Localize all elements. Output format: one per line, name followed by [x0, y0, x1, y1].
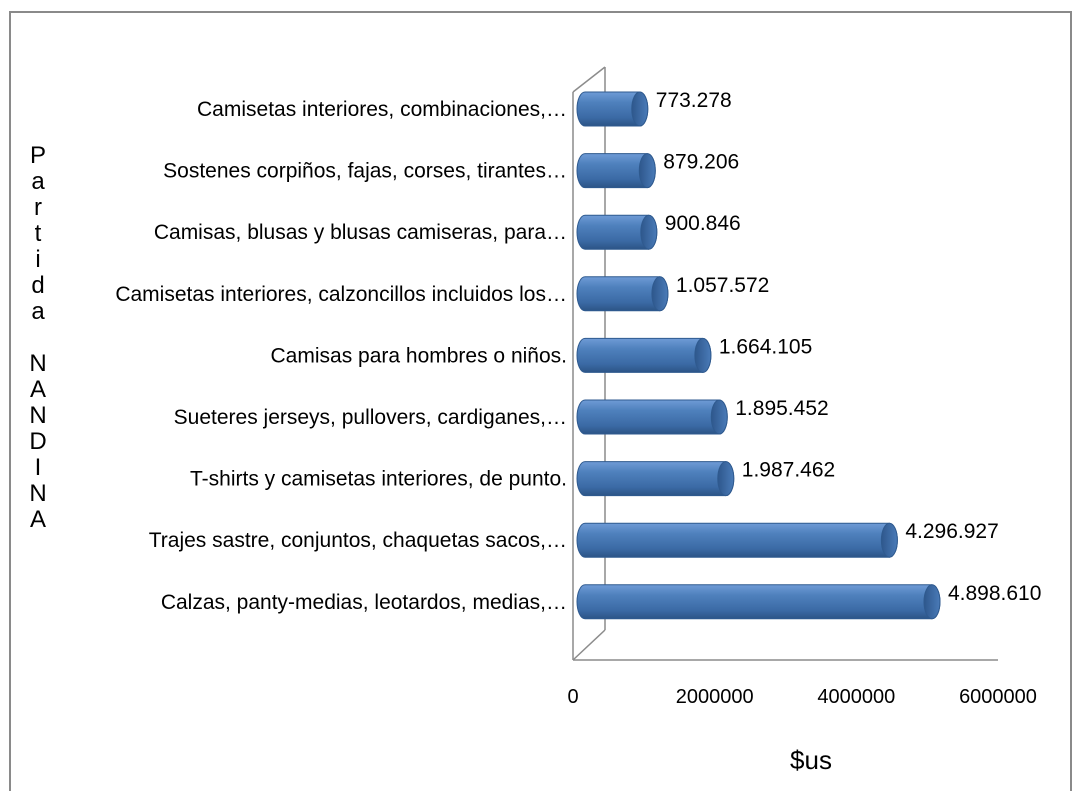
- bar-cap: [640, 214, 658, 250]
- bar-cap: [710, 399, 728, 435]
- bar-cap: [717, 461, 735, 497]
- category-label: T-shirts y camisetas interiores, de punt…: [190, 468, 567, 491]
- y-axis-title-char: P: [30, 142, 46, 169]
- y-axis-title-char: A: [30, 376, 46, 403]
- category-label: Camisas para hombres o niños.: [271, 344, 567, 367]
- category-label: Camisetas interiores, calzoncillos inclu…: [115, 283, 567, 306]
- bar-cap: [880, 522, 898, 558]
- bar-body: [576, 584, 941, 620]
- data-label: 1.057.572: [676, 274, 769, 297]
- data-label: 4.296.927: [905, 520, 998, 543]
- bar: [576, 399, 728, 435]
- x-axis-title: $us: [790, 745, 832, 775]
- data-label: 1.664.105: [719, 335, 812, 358]
- y-axis-title-char: d: [31, 272, 44, 299]
- data-label: 1.987.462: [742, 459, 835, 482]
- bar-body: [576, 461, 735, 497]
- y-axis-title-char: a: [31, 298, 45, 325]
- back-wall-edge-top: [572, 66, 606, 93]
- x-tick-label: 0: [567, 686, 578, 708]
- y-axis-title-char: r: [34, 194, 42, 221]
- axes: 0 2000000 4000000 6000000: [567, 66, 1037, 708]
- bar: [576, 337, 712, 373]
- bar-cap: [694, 337, 712, 373]
- bar: [576, 214, 658, 250]
- data-label: 900.846: [665, 212, 741, 235]
- y-axis-title-char: i: [35, 246, 40, 273]
- y-axis-title-char: N: [29, 480, 46, 507]
- category-label: Camisetas interiores, combinaciones,…: [197, 98, 567, 121]
- data-label: 4.898.610: [948, 582, 1041, 605]
- bar-body: [576, 522, 898, 558]
- bar: [576, 91, 649, 127]
- bar: [576, 584, 941, 620]
- y-axis-title-char: t: [35, 220, 42, 247]
- bar-cap: [923, 584, 941, 620]
- y-axis-title-char: D: [29, 428, 46, 455]
- data-label: 879.206: [663, 151, 739, 174]
- x-tick-label: 6000000: [959, 686, 1037, 708]
- bar: [576, 276, 669, 312]
- data-label: 1.895.452: [735, 397, 828, 420]
- category-label: Camisas, blusas y blusas camiseras, para…: [154, 221, 567, 244]
- bars: [576, 91, 941, 620]
- labels: Camisetas interiores, combinaciones,… 773…: [115, 89, 1041, 614]
- floor-depth-edge: [572, 629, 606, 661]
- y-axis-title-char: a: [31, 168, 45, 195]
- bar-cap: [638, 153, 656, 189]
- bar: [576, 461, 735, 497]
- chart-area: [9, 11, 1072, 791]
- data-label: 773.278: [656, 89, 732, 112]
- category-label: Calzas, panty-medias, leotardos, medias,…: [161, 591, 567, 614]
- category-label: Sueteres jerseys, pullovers, cardiganes,…: [174, 406, 567, 429]
- bar-body: [576, 399, 728, 435]
- y-axis-title-char: N: [29, 350, 46, 377]
- y-axis-title-char: A: [30, 506, 46, 533]
- category-label: Sostenes corpiños, fajas, corses, tirant…: [163, 160, 567, 183]
- category-label: Trajes sastre, conjuntos, chaquetas saco…: [149, 529, 567, 552]
- x-tick-label: 4000000: [817, 686, 895, 708]
- y-axis-title-char: N: [29, 402, 46, 429]
- bar: [576, 153, 656, 189]
- y-axis-title-char: I: [35, 454, 42, 481]
- bar: [576, 522, 898, 558]
- bar-cap: [631, 91, 649, 127]
- x-tick-label: 2000000: [676, 686, 754, 708]
- bar-body: [576, 337, 712, 373]
- bar-cap: [651, 276, 669, 312]
